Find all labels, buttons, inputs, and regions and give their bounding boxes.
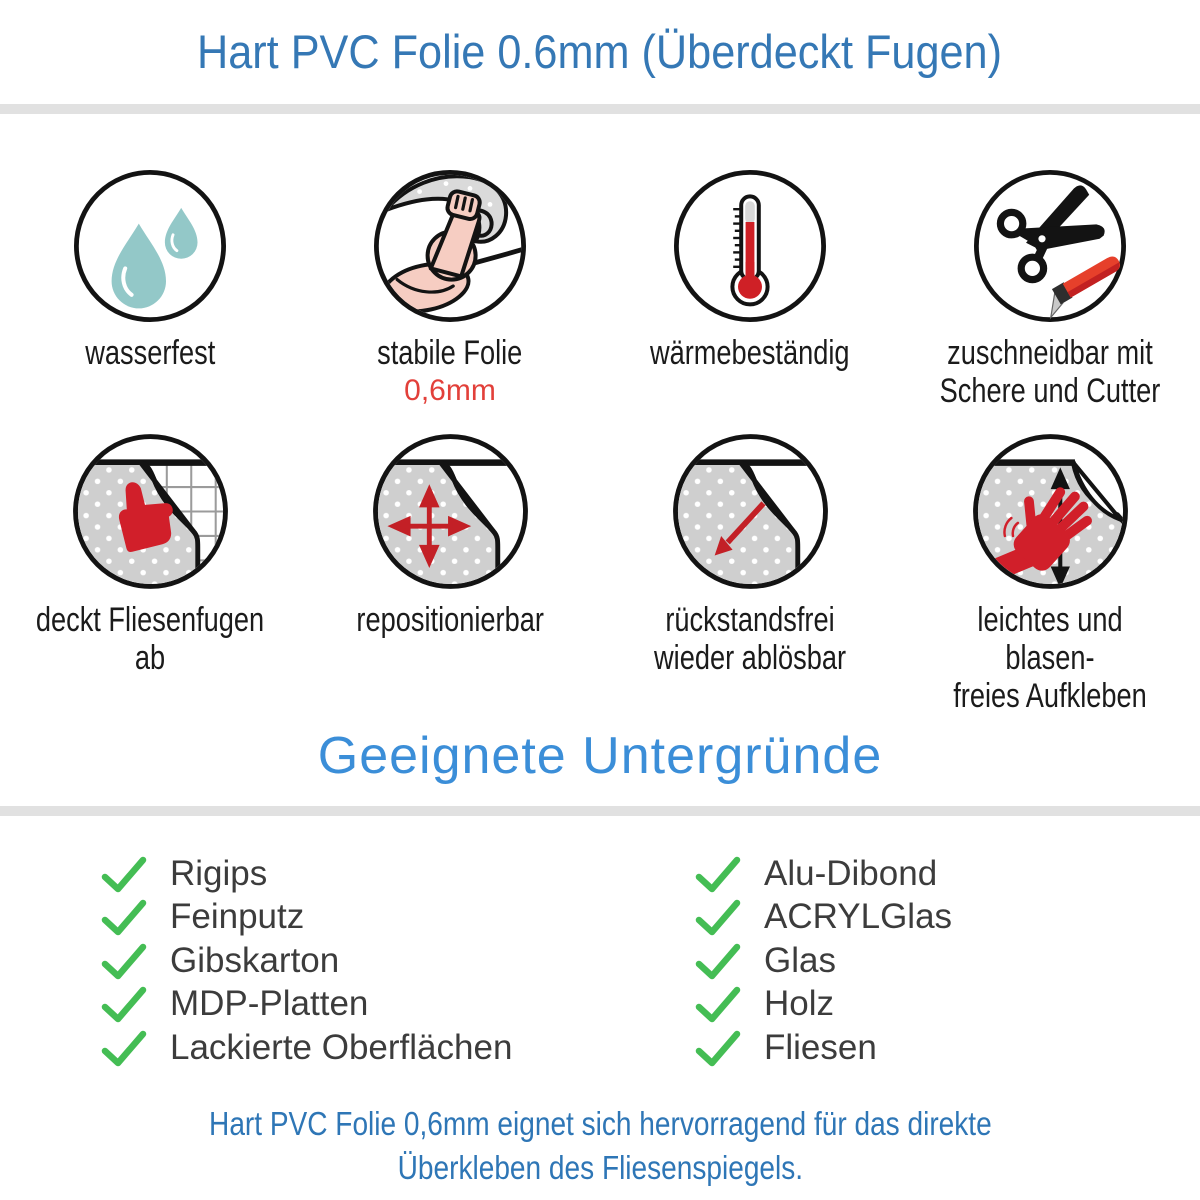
strong-arm-foil-icon — [374, 170, 526, 322]
check-icon — [101, 900, 147, 936]
list-item: Lackierte Oberflächen — [98, 1026, 512, 1070]
check-icon — [101, 943, 147, 979]
list-item: Alu-Dibond — [692, 852, 952, 896]
feature-label: stabile Folie — [377, 334, 523, 372]
list-item: Fliesen — [692, 1026, 952, 1070]
thumb-up-tile-foil-icon — [72, 434, 228, 589]
peel-arrow-foil-icon — [672, 434, 828, 589]
check-icon — [695, 856, 741, 892]
divider-bar-middle — [0, 806, 1200, 816]
move-arrows-foil-icon — [372, 434, 528, 589]
check-icon — [695, 900, 741, 936]
footnote: Hart PVC Folie 0,6mm eignet sich hervorr… — [208, 1105, 992, 1186]
substrates-list-left: Rigips Feinputz Gibskarton MDP-Platten L… — [98, 852, 512, 1070]
list-item: MDP-Platten — [98, 983, 512, 1027]
thermometer-icon — [674, 170, 826, 322]
feature-label: repositionierbar — [356, 601, 544, 639]
page-title: Hart PVC Folie 0.6mm (Überdeckt Fugen) — [0, 24, 1200, 79]
hand-smoothing-foil-icon — [972, 434, 1128, 589]
feature-row-2: deckt Fliesenfugen ab — [0, 430, 1200, 715]
feature-repositionierbar: repositionierbar — [300, 430, 600, 715]
scissors-cutter-icon — [974, 170, 1126, 322]
check-icon — [101, 1030, 147, 1066]
feature-deckt-fliesenfugen: deckt Fliesenfugen ab — [0, 430, 300, 715]
list-item: Gibskarton — [98, 939, 512, 983]
feature-label: wasserfest — [85, 334, 215, 372]
feature-label: rückstandsfrei wieder ablösbar — [653, 601, 847, 678]
list-item: Holz — [692, 983, 952, 1027]
check-icon — [101, 987, 147, 1023]
check-icon — [695, 1030, 741, 1066]
substrates-list-right: Alu-Dibond ACRYLGlas Glas Holz Fliesen — [692, 852, 952, 1070]
feature-stabile-folie: stabile Folie 0,6mm — [300, 166, 600, 410]
feature-label: wärmebeständig — [650, 334, 850, 372]
feature-label: zuschneidbar mit Schere und Cutter — [939, 334, 1161, 411]
page-title-text: Hart PVC Folie 0.6mm (Überdeckt Fugen) — [197, 25, 1003, 78]
check-icon — [695, 943, 741, 979]
feature-label: leichtes und blasen- freies Aufkleben — [953, 601, 1147, 716]
feature-zuschneidbar: zuschneidbar mit Schere und Cutter — [900, 166, 1200, 410]
feature-waermebestaendig: wärmebeständig — [600, 166, 900, 410]
list-item: Glas — [692, 939, 952, 983]
list-item: ACRYLGlas — [692, 896, 952, 940]
section-heading: Geeignete Untergründe — [317, 727, 883, 785]
feature-wasserfest: wasserfest — [0, 166, 300, 410]
check-icon — [101, 856, 147, 892]
check-icon — [695, 987, 741, 1023]
feature-sublabel-thickness: 0,6mm — [404, 374, 496, 408]
feature-rueckstandsfrei: rückstandsfrei wieder ablösbar — [600, 430, 900, 715]
divider-bar-top — [0, 104, 1200, 114]
feature-row-1: wasserfest — [0, 166, 1200, 410]
water-drops-icon — [73, 170, 226, 322]
feature-leichtes-aufkleben: leichtes und blasen- freies Aufkleben — [900, 430, 1200, 715]
list-item: Feinputz — [98, 896, 512, 940]
feature-label: deckt Fliesenfugen ab — [35, 601, 265, 678]
list-item: Rigips — [98, 852, 512, 896]
